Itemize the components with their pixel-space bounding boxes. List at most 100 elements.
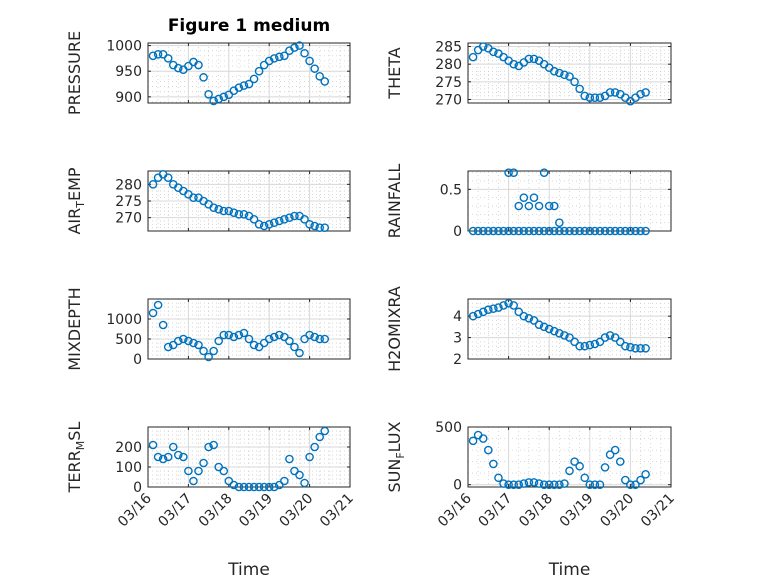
data-point — [229, 332, 239, 342]
data-point — [509, 301, 518, 310]
data-point — [300, 215, 309, 224]
data-point — [631, 480, 640, 489]
data-point — [600, 226, 610, 236]
series-points — [468, 430, 650, 489]
data-point — [320, 77, 330, 86]
data-point — [585, 226, 595, 236]
data-point — [519, 193, 529, 202]
data-point — [204, 442, 213, 452]
data-point — [285, 454, 294, 464]
data-point — [199, 73, 208, 82]
data-point — [224, 206, 234, 216]
data-point — [549, 201, 559, 211]
data-point — [494, 473, 503, 483]
data-point — [534, 226, 544, 236]
data-point — [575, 461, 584, 471]
data-point — [194, 340, 203, 350]
data-point — [539, 226, 549, 236]
data-point — [636, 89, 645, 99]
data-point — [549, 326, 559, 336]
data-point — [163, 452, 173, 462]
data-point — [555, 226, 564, 236]
data-point — [468, 436, 478, 446]
data-point — [555, 68, 564, 78]
data-point — [585, 340, 595, 350]
data-point — [555, 480, 564, 489]
y-axis-label: THETA — [385, 47, 404, 99]
data-point — [184, 466, 193, 476]
data-point — [560, 331, 569, 340]
data-point — [280, 51, 289, 61]
data-point — [524, 201, 534, 211]
data-point — [519, 226, 529, 236]
data-point — [509, 480, 518, 489]
data-point — [274, 52, 284, 62]
y-tick-label: 500 — [435, 420, 462, 436]
data-point — [320, 426, 330, 436]
data-point — [269, 332, 279, 342]
data-point — [529, 478, 539, 487]
y-tick-label: 275 — [435, 75, 462, 91]
data-point — [269, 218, 279, 227]
data-point — [595, 226, 605, 236]
axes-box — [147, 426, 351, 488]
data-point — [555, 218, 564, 227]
series-points — [468, 42, 650, 106]
data-point — [549, 66, 559, 76]
data-point — [173, 336, 183, 346]
data-point — [580, 341, 590, 351]
series-points — [468, 298, 650, 353]
data-point — [565, 466, 574, 476]
data-point — [489, 47, 498, 57]
data-point — [641, 470, 650, 479]
data-point — [544, 480, 554, 489]
data-point — [524, 478, 534, 487]
data-point — [494, 226, 503, 236]
x-axis-label: Time — [227, 560, 270, 580]
data-point — [264, 56, 274, 66]
data-point — [483, 226, 493, 236]
data-point — [239, 328, 249, 338]
data-point — [504, 480, 513, 489]
data-point — [249, 215, 259, 224]
data-point — [163, 173, 173, 182]
data-point — [290, 43, 299, 52]
data-point — [173, 450, 183, 460]
data-point — [153, 452, 163, 462]
data-point — [285, 336, 294, 346]
data-point — [244, 334, 254, 344]
data-point — [219, 206, 229, 216]
data-point — [239, 81, 249, 90]
data-point — [300, 478, 309, 488]
data-point — [259, 60, 269, 70]
series-points — [148, 426, 330, 492]
y-axis-label: TERRMSL — [65, 422, 87, 494]
data-point — [158, 454, 168, 464]
data-point — [224, 90, 234, 100]
data-point — [219, 92, 229, 102]
data-point — [539, 322, 549, 332]
data-point — [189, 338, 198, 348]
y-tick-label: 950 — [115, 64, 142, 80]
data-point — [524, 313, 534, 323]
data-point — [179, 452, 188, 462]
data-point — [290, 342, 299, 352]
data-point — [148, 308, 158, 318]
data-point — [219, 466, 229, 476]
data-point — [189, 476, 198, 486]
y-tick-label: 1000 — [106, 312, 142, 328]
data-point — [234, 83, 244, 92]
data-point — [641, 88, 650, 97]
data-point — [219, 330, 229, 340]
data-point — [560, 70, 569, 80]
data-point — [626, 342, 635, 352]
data-point — [570, 457, 579, 466]
data-point — [173, 63, 183, 73]
data-point — [264, 334, 274, 344]
data-point — [290, 211, 299, 221]
data-point — [600, 463, 610, 472]
data-point — [478, 42, 488, 51]
